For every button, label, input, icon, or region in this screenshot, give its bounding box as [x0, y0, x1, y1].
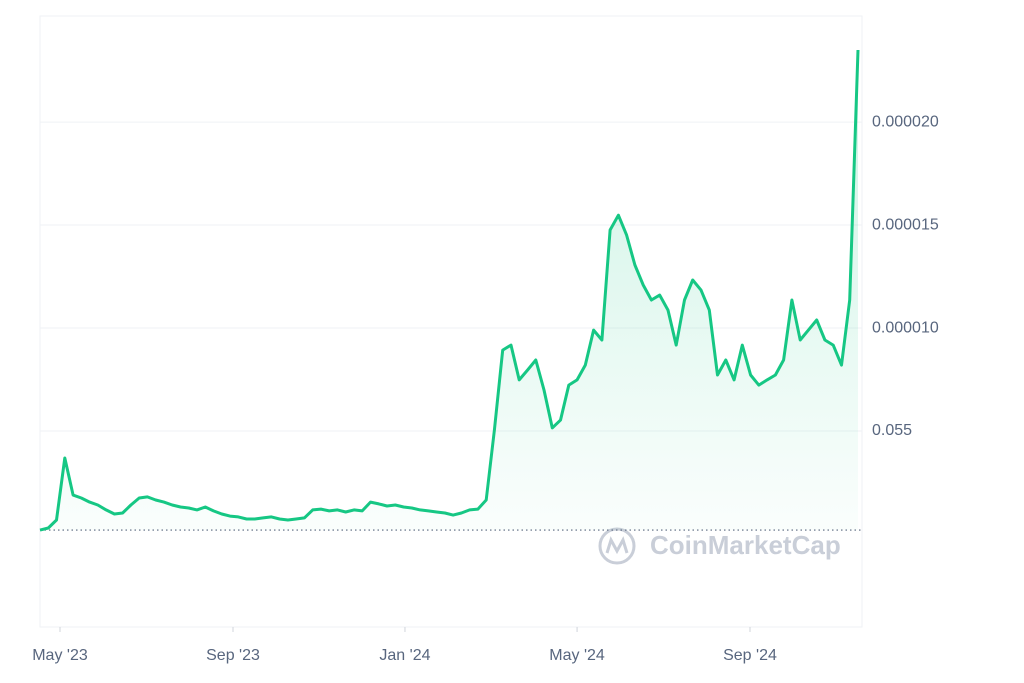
x-tick-label: Jan '24: [379, 647, 430, 664]
watermark-logo: [598, 527, 636, 565]
x-tick-label: May '24: [549, 647, 605, 664]
watermark: CoinMarketCap: [650, 530, 841, 560]
plot-frame: [39, 15, 863, 628]
y-tick-label: 0.055: [872, 422, 912, 439]
x-tick-label: Sep '24: [723, 647, 777, 664]
area-fill: [40, 50, 858, 531]
x-tick-label: May '23: [32, 647, 88, 664]
y-tick-label: 0.000010: [872, 319, 939, 336]
y-tick-label: 0.000020: [872, 113, 939, 130]
price-line: [39, 49, 860, 532]
x-tick-label: Sep '23: [206, 647, 260, 664]
y-tick-label: 0.000015: [872, 216, 939, 233]
